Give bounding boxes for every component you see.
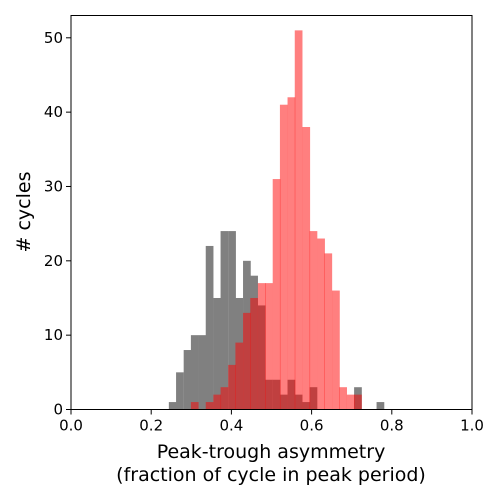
histogram-bar-series-2 [213,395,221,410]
histogram-bar-series-2 [317,239,325,410]
histogram-bar-series-2 [339,387,347,409]
x-axis-label-line-1: Peak-trough asymmetry [157,441,386,463]
histogram-bar-series-2 [206,402,214,409]
histogram-bar-series-2 [295,30,303,409]
histogram-bar-series-2 [243,313,251,410]
histogram-bar-series-2 [191,402,199,409]
histogram-bar-series-1 [191,335,199,409]
x-tick-label: 0.6 [300,417,324,435]
y-tick-label: 0 [53,401,63,419]
histogram-bar-series-2 [265,283,273,409]
histogram-bar-series-2 [302,127,310,409]
histogram-bar-series-2 [228,365,236,410]
histogram-bar-series-1 [377,402,385,409]
histogram-bar-series-2 [324,253,332,409]
histogram-bar-series-1 [176,372,184,409]
histogram-bar-series-1 [199,335,207,409]
histogram-bar-series-2 [354,395,362,410]
x-tick-label: 1.0 [460,417,484,435]
y-tick-label: 40 [44,103,63,121]
y-tick-label: 50 [44,29,63,47]
histogram-bar-series-2 [332,291,340,410]
histogram-bar-series-2 [273,179,281,409]
histogram-bar-series-2 [250,298,258,410]
y-tick-label: 30 [44,177,63,195]
histogram-bar-series-2 [347,395,355,410]
x-tick-label: 0.0 [59,417,83,435]
x-tick-label: 0.8 [380,417,404,435]
histogram-bar-series-1 [206,246,214,410]
histogram-bar-series-1 [169,402,177,409]
histogram-bar-series-2 [310,231,318,409]
y-tick-label: 10 [44,326,63,344]
x-axis-label-line-2: (fraction of cycle in peak period) [116,464,426,486]
y-tick-label: 20 [44,252,63,270]
x-tick-label: 0.4 [219,417,243,435]
histogram-bar-series-1 [221,231,229,409]
histogram-bar-series-2 [288,97,296,409]
histogram-bar-series-2 [280,105,288,410]
histogram-bar-series-2 [258,283,266,409]
histogram-bar-series-1 [184,350,192,409]
histogram-bar-series-1 [213,298,221,410]
histogram-bar-series-2 [221,387,229,409]
histogram-bar-series-2 [235,343,243,410]
x-tick-label: 0.2 [139,417,163,435]
y-axis-label: # cycles [13,172,35,253]
